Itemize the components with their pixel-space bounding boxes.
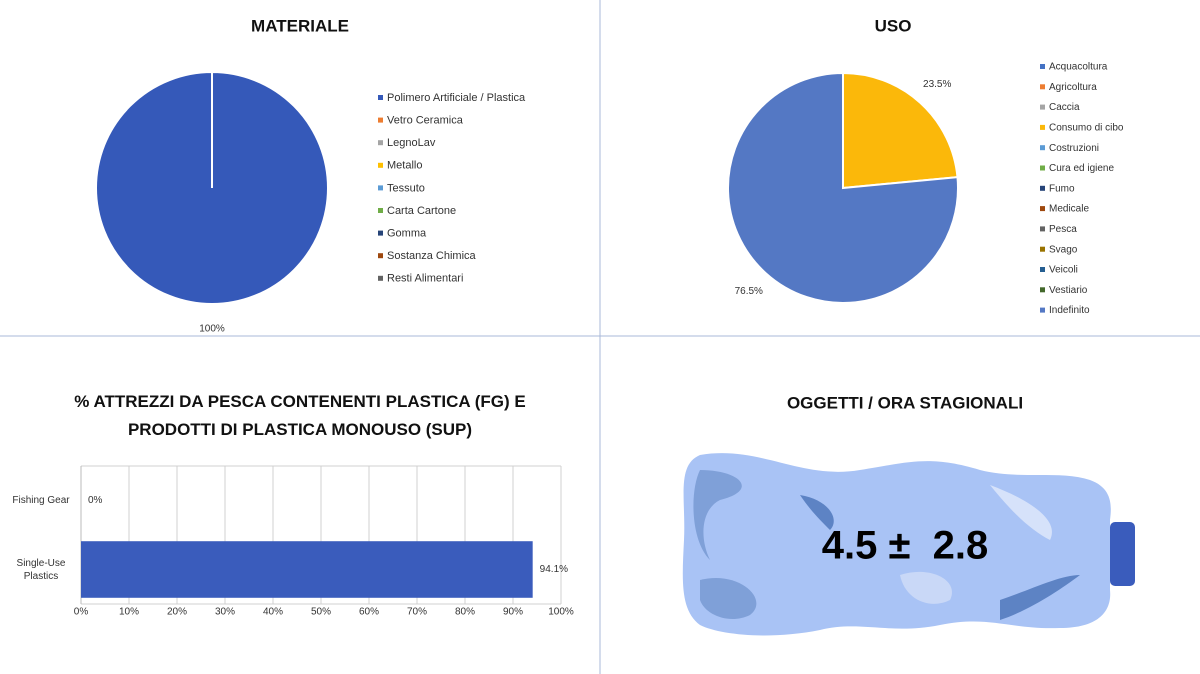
legend-swatch xyxy=(1040,84,1045,90)
legend-swatch xyxy=(378,208,383,213)
bottle-highlight xyxy=(990,485,1052,540)
legend-swatch xyxy=(1040,104,1045,110)
legend-label: Fumo xyxy=(1049,183,1075,194)
legend-label: Carta Cartone xyxy=(387,205,456,217)
legend-swatch xyxy=(378,185,383,191)
data-label: 94.1% xyxy=(540,564,568,575)
legend-swatch xyxy=(1040,226,1045,232)
legend-swatch xyxy=(1040,307,1045,313)
legend-swatch xyxy=(1040,64,1045,69)
bottle-shade xyxy=(800,495,834,530)
legend-label: Acquacoltura xyxy=(1049,62,1108,73)
legend-swatch xyxy=(378,117,383,123)
bottle xyxy=(682,453,1135,636)
stat-title: OGGETTI / ORA STAGIONALI xyxy=(787,393,1023,412)
chart-title: % ATTREZZI DA PESCA CONTENENTI PLASTICA … xyxy=(74,392,526,439)
data-label: 0% xyxy=(88,495,103,506)
legend-label: Resti Alimentari xyxy=(387,273,463,285)
legend-label: Medicale xyxy=(1049,204,1089,215)
x-tick-label: 50% xyxy=(311,607,331,618)
x-tick-label: 40% xyxy=(263,607,283,618)
y-tick-label: Single-Use Plastics xyxy=(16,557,66,582)
legend-swatch xyxy=(1040,287,1045,293)
x-tick-label: 100% xyxy=(548,607,574,618)
legend-label: Cura ed igiene xyxy=(1049,163,1114,174)
x-tick-label: 20% xyxy=(167,607,187,618)
legend-label: Polimero Artificiale / Plastica xyxy=(387,92,526,104)
legend-swatch xyxy=(1040,185,1045,191)
legend-label: Tessuto xyxy=(387,182,425,194)
legend-label: Consumo di cibo xyxy=(1049,123,1124,134)
x-tick-label: 30% xyxy=(215,607,235,618)
legend-swatch xyxy=(378,253,383,259)
legend-swatch xyxy=(1040,124,1045,130)
legend-swatch xyxy=(1040,267,1045,272)
stat-value: 4.5 ± 2.8 xyxy=(822,524,989,568)
legend-label: Indefinito xyxy=(1049,305,1090,316)
y-tick-label: Fishing Gear xyxy=(12,495,70,506)
chart-title: MATERIALE xyxy=(251,16,349,35)
bottle-shade xyxy=(700,578,757,620)
bottle-shade xyxy=(1000,575,1080,620)
legend-swatch xyxy=(378,275,383,281)
legend-label: Vetro Ceramica xyxy=(387,115,464,127)
bottle-cap xyxy=(1110,522,1135,586)
legend-swatch xyxy=(378,140,383,146)
legend-label: Costruzioni xyxy=(1049,143,1099,154)
legend-label: Agricoltura xyxy=(1049,82,1097,93)
x-tick-label: 10% xyxy=(119,607,139,618)
pie-slice xyxy=(842,71,959,190)
legend-label: Metallo xyxy=(387,160,422,172)
x-tick-label: 70% xyxy=(407,607,427,618)
x-tick-label: 0% xyxy=(74,607,89,618)
data-label: 100% xyxy=(199,324,225,335)
x-tick-label: 90% xyxy=(503,607,523,618)
legend-label: Vestiario xyxy=(1049,285,1088,296)
legend-swatch xyxy=(378,162,383,168)
legend-swatch xyxy=(1040,206,1045,212)
legend-label: Gomma xyxy=(387,228,427,240)
legend-label: Pesca xyxy=(1049,224,1077,235)
bottle-highlight xyxy=(900,571,952,604)
pie-slice xyxy=(727,71,959,304)
pie-slice xyxy=(95,70,329,306)
legend-swatch xyxy=(1040,165,1045,171)
bottle-shade xyxy=(693,470,742,560)
legend-label: Veicoli xyxy=(1049,265,1078,276)
legend-swatch xyxy=(1040,246,1045,252)
legend-label: Svago xyxy=(1049,244,1078,255)
x-tick-label: 80% xyxy=(455,607,475,618)
data-label: 76.5% xyxy=(735,286,763,297)
chart-title: USO xyxy=(875,16,912,35)
data-label: 23.5% xyxy=(923,79,951,90)
x-tick-label: 60% xyxy=(359,607,379,618)
legend-swatch xyxy=(378,230,383,236)
legend-swatch xyxy=(1040,145,1045,151)
legend-swatch xyxy=(378,95,383,100)
legend-label: Sostanza Chimica xyxy=(387,250,477,262)
bar xyxy=(81,541,533,598)
legend-label: LegnoLav xyxy=(387,137,436,149)
legend-label: Caccia xyxy=(1049,102,1080,113)
